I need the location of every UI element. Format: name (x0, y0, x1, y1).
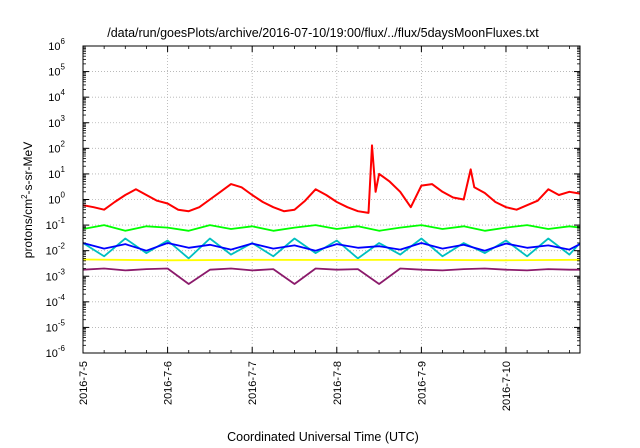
y-tick-label: 106 (48, 37, 65, 53)
y-tick-label: 101 (48, 165, 65, 181)
y-tick-label: 10-1 (46, 216, 66, 232)
x-tick-label: 2016-7-8 (332, 361, 344, 405)
x-tick-label: 2016-7-9 (416, 361, 428, 405)
series-line-2 (82, 224, 581, 232)
x-tick-label: 2016-7-7 (247, 361, 259, 405)
x-tick-label: 2016-7-6 (163, 361, 175, 405)
y-tick-label: 10-6 (46, 344, 66, 360)
chart-title: /data/run/goesPlots/archive/2016-07-10/1… (107, 26, 539, 40)
y-axis-label-prefix: protons/cm (21, 199, 35, 258)
series-line-5 (82, 258, 581, 262)
series-layer (82, 144, 581, 285)
series-line-6 (82, 267, 580, 285)
series-line-3 (82, 237, 581, 260)
y-tick-label: 103 (48, 114, 65, 130)
y-axis-ticks: 10-6 10-5 10-4 10-3 10-2 10-1 100 101 102 103 104 1… (46, 37, 580, 360)
y-tick-label: 10-4 (46, 293, 66, 309)
series-line-1 (82, 144, 581, 214)
y-axis-label-suffix: -s-sr-MeV (21, 142, 35, 195)
y-tick-label: 102 (48, 139, 65, 155)
y-tick-label: 100 (48, 191, 65, 207)
grid-lines (83, 46, 580, 353)
x-axis-ticks: 2016-7-5 2016-7-6 2016-7-7 2016-7-8 2016-7-9… (78, 46, 570, 411)
y-axis-label: protons/cm2-s-sr-MeV (20, 142, 35, 258)
y-tick-label: 10-2 (46, 242, 66, 258)
y-tick-label: 10-3 (46, 267, 66, 283)
x-tick-label: 2016-7-5 (78, 361, 90, 405)
y-tick-label: 104 (48, 88, 65, 104)
series-line-4 (82, 242, 581, 252)
x-axis-label: Coordinated Universal Time (UTC) (227, 430, 419, 444)
y-axis-label-superscript: 2 (20, 194, 29, 199)
y-tick-label: 105 (48, 63, 65, 79)
x-tick-label: 2016-7-10 (501, 361, 513, 411)
y-tick-label: 10-5 (46, 318, 66, 334)
